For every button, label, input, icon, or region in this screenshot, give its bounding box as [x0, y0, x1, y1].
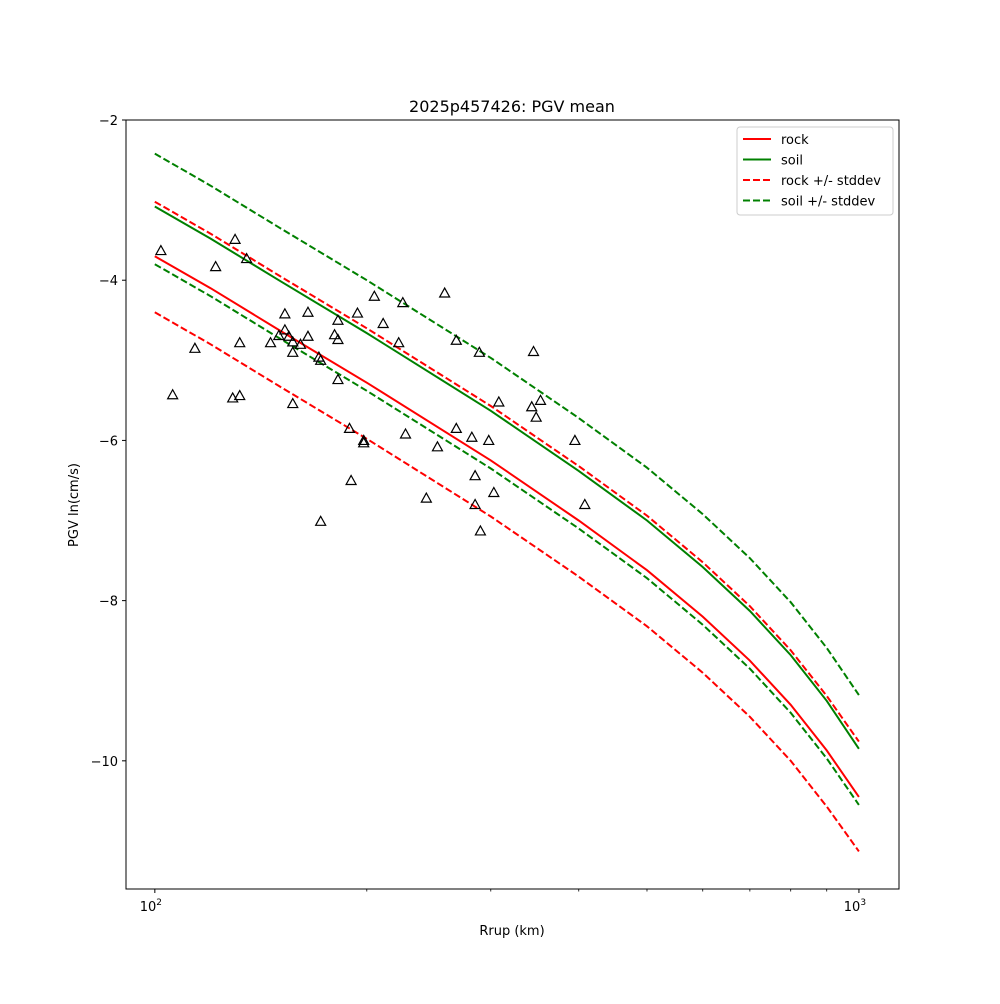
- observation-point: [286, 346, 299, 357]
- observation-point: [527, 345, 540, 357]
- series-line-soil: [154, 205, 860, 750]
- observation-point: [301, 330, 314, 341]
- observation-point: [154, 244, 167, 256]
- y-tick-label: −4: [99, 274, 118, 289]
- observation-point: [399, 427, 412, 439]
- observation-point: [278, 323, 291, 335]
- y-tick-label: −6: [99, 434, 118, 449]
- observation-point: [568, 434, 581, 446]
- observation-point: [209, 260, 222, 272]
- observation-point: [534, 394, 547, 405]
- observation-point: [469, 498, 482, 510]
- observation-point: [233, 389, 246, 401]
- observation-point: [314, 354, 327, 365]
- observation-point: [301, 306, 314, 317]
- y-axis-label: PGV ln(cm/s): [67, 463, 82, 547]
- series-line-rock: [154, 255, 860, 798]
- legend-label: rock +/- stddev: [781, 174, 881, 189]
- observation-point: [343, 422, 356, 434]
- observation-point: [294, 338, 307, 349]
- observation-point: [264, 336, 277, 348]
- legend-label: rock: [781, 133, 809, 148]
- observation-point: [351, 306, 364, 318]
- legend-box: [736, 126, 894, 216]
- observation-point: [286, 335, 299, 347]
- observation-point: [392, 336, 405, 348]
- observation-point: [233, 336, 246, 348]
- x-axis-label: Rrup (km): [479, 924, 544, 939]
- observation-point: [450, 334, 463, 345]
- observation-point: [377, 317, 390, 329]
- observation-point: [438, 286, 451, 298]
- series-line-soil-minus: [154, 263, 860, 806]
- observation-point: [314, 515, 327, 526]
- observation-point: [473, 346, 486, 357]
- y-tick-label: −10: [91, 755, 118, 770]
- observation-point: [226, 391, 239, 403]
- observation-point: [331, 314, 344, 325]
- observation-point: [482, 434, 495, 446]
- y-tick-label: −2: [99, 114, 118, 129]
- observation-point: [328, 328, 341, 340]
- observation-point: [431, 440, 444, 452]
- observation-point: [420, 491, 433, 503]
- observation-point: [474, 524, 487, 536]
- observation-point: [345, 474, 358, 486]
- observation-point: [492, 395, 505, 407]
- observation-point: [331, 333, 344, 345]
- observation-point: [282, 330, 295, 341]
- observation-point: [525, 400, 538, 412]
- observation-point: [368, 289, 381, 301]
- observation-point: [396, 296, 409, 308]
- plot-content: [154, 152, 860, 852]
- observation-point: [469, 469, 482, 481]
- observation-point: [331, 373, 344, 385]
- observation-point: [272, 329, 285, 341]
- observation-point: [578, 498, 591, 510]
- observation-point: [465, 430, 478, 442]
- observation-point: [357, 436, 370, 448]
- observation-point: [286, 397, 299, 409]
- legend-label: soil: [781, 154, 803, 169]
- chart-title: 2025p457426: PGV mean: [409, 97, 615, 116]
- observation-point: [166, 388, 179, 400]
- axes-frame: [125, 119, 900, 890]
- series-line-rock-stddev: [154, 200, 860, 743]
- observation-point: [530, 410, 543, 422]
- observation-point: [229, 233, 242, 244]
- legend: rock soil rock +/- stddev soil +/- stddev: [736, 126, 894, 216]
- legend-label: soil +/- stddev: [781, 195, 876, 210]
- observation-point: [188, 342, 201, 353]
- observation-point: [487, 486, 500, 498]
- observation-point: [278, 307, 291, 319]
- series-line-soil-stddev: [154, 152, 860, 696]
- y-tick-label: −8: [99, 595, 118, 610]
- observation-point: [240, 252, 253, 264]
- observation-point: [357, 434, 370, 446]
- observation-point: [450, 422, 463, 434]
- series-line-rock-minus: [154, 311, 860, 852]
- plot-area: [154, 152, 860, 852]
